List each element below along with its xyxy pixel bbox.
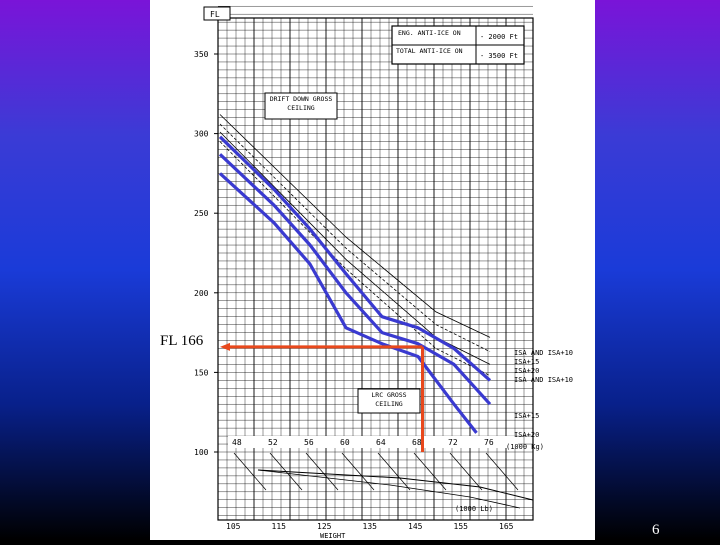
weight-baseline-2 [257, 469, 521, 509]
weight-tick-label: 64 [376, 438, 386, 447]
table-row2-value: - 3500 Ft [480, 52, 518, 60]
lb-tick-label: 145 [408, 522, 423, 531]
right-label-drift: ISA AND ISA+10 [514, 349, 573, 357]
series-line-3 [218, 172, 478, 434]
weight-tick-label: 68 [412, 438, 422, 447]
series-line-1 [218, 135, 492, 382]
y-tick-label: 300 [194, 130, 209, 139]
weight-tick-label: 72 [448, 438, 458, 447]
weight-unit-label: (1000 Kg) [506, 443, 544, 451]
lrc-label-box: LRC GROSS CEILING [357, 388, 421, 414]
lb-tick-label: 135 [363, 522, 378, 531]
drift-down-label: DRIFT DOWN GROSS CEILING [269, 95, 333, 112]
weight-guide-line [413, 452, 447, 491]
weight-guide-line [485, 452, 519, 491]
reference-line [219, 114, 491, 338]
fl-annotation [220, 342, 424, 452]
slide-background-left [0, 0, 150, 540]
series-line-2 [218, 153, 492, 406]
reference-line [219, 131, 491, 365]
plot-frame [217, 17, 534, 521]
y-tick-label: 150 [194, 368, 209, 377]
weight-tick-label: 52 [268, 438, 278, 447]
table-row2-label: TOTAL ANTI-ICE ON [396, 47, 463, 55]
fl-annotation-label: FL 166 [158, 333, 206, 350]
chart-paper: 100 150 200 250 300 350 48 52 56 60 64 68 72 76 (1000 … [150, 0, 595, 540]
thin-reference-lines [219, 114, 534, 509]
lb-tick-label: 165 [499, 522, 514, 531]
weight-guide-line [233, 452, 267, 491]
weight-guide-line [377, 452, 411, 491]
weight-guide-line [305, 452, 339, 491]
table-row1-value: - 2000 Ft [480, 33, 518, 41]
reference-line [219, 123, 491, 353]
right-label-drift: ISA AND ISA+10 [514, 376, 573, 384]
weight-tick-label: 56 [304, 438, 314, 447]
slide-background-right [595, 0, 720, 540]
annotation-arrowhead [220, 342, 230, 351]
lb-tick-label: 125 [317, 522, 332, 531]
right-label-lrc: ISA+20 [514, 431, 539, 439]
slide-number: 6 [652, 522, 660, 538]
right-label-lrc: ISA+15 [514, 412, 539, 420]
right-label-drift: ISA+20 [514, 367, 539, 375]
drift-down-label-box: DRIFT DOWN GROSS CEILING [264, 92, 338, 120]
weight-tick-label: 60 [340, 438, 350, 447]
anti-ice-correction-table: ENG. ANTI-ICE ON - 2000 Ft TOTAL ANTI-IC… [391, 25, 525, 65]
lb-tick-label: 105 [226, 522, 241, 531]
chart-ticks: 100 150 200 250 300 350 48 52 56 60 64 68 72 76 (1000 … [194, 50, 544, 540]
x-axis-label: WEIGHT [320, 532, 346, 540]
weight-tick-label: 48 [232, 438, 242, 447]
gross-ceiling-chart: 100 150 200 250 300 350 48 52 56 60 64 68 72 76 (1000 … [194, 6, 573, 540]
weight-guide-line [449, 452, 483, 491]
y-tick-label: 250 [194, 209, 209, 218]
lb-tick-label: 115 [272, 522, 287, 531]
y-tick-label: 350 [194, 50, 209, 59]
weight-baseline [257, 469, 534, 501]
weight-scale-band [228, 436, 518, 448]
fl-axis-box [203, 6, 231, 21]
weight-guide-line [341, 452, 375, 491]
table-row1-label: ENG. ANTI-ICE ON [398, 29, 461, 37]
lrc-label: LRC GROSS CEILING [371, 391, 407, 408]
lb-unit-label: (1000 Lb) [455, 505, 493, 513]
weight-tick-label: 76 [484, 438, 494, 447]
fl-axis-label: FL [210, 10, 220, 19]
y-tick-label: 200 [194, 289, 209, 298]
y-tick-label: 100 [194, 448, 209, 457]
right-label-drift: ISA+15 [514, 358, 539, 366]
lb-tick-label: 155 [454, 522, 469, 531]
series-lines [218, 135, 492, 434]
